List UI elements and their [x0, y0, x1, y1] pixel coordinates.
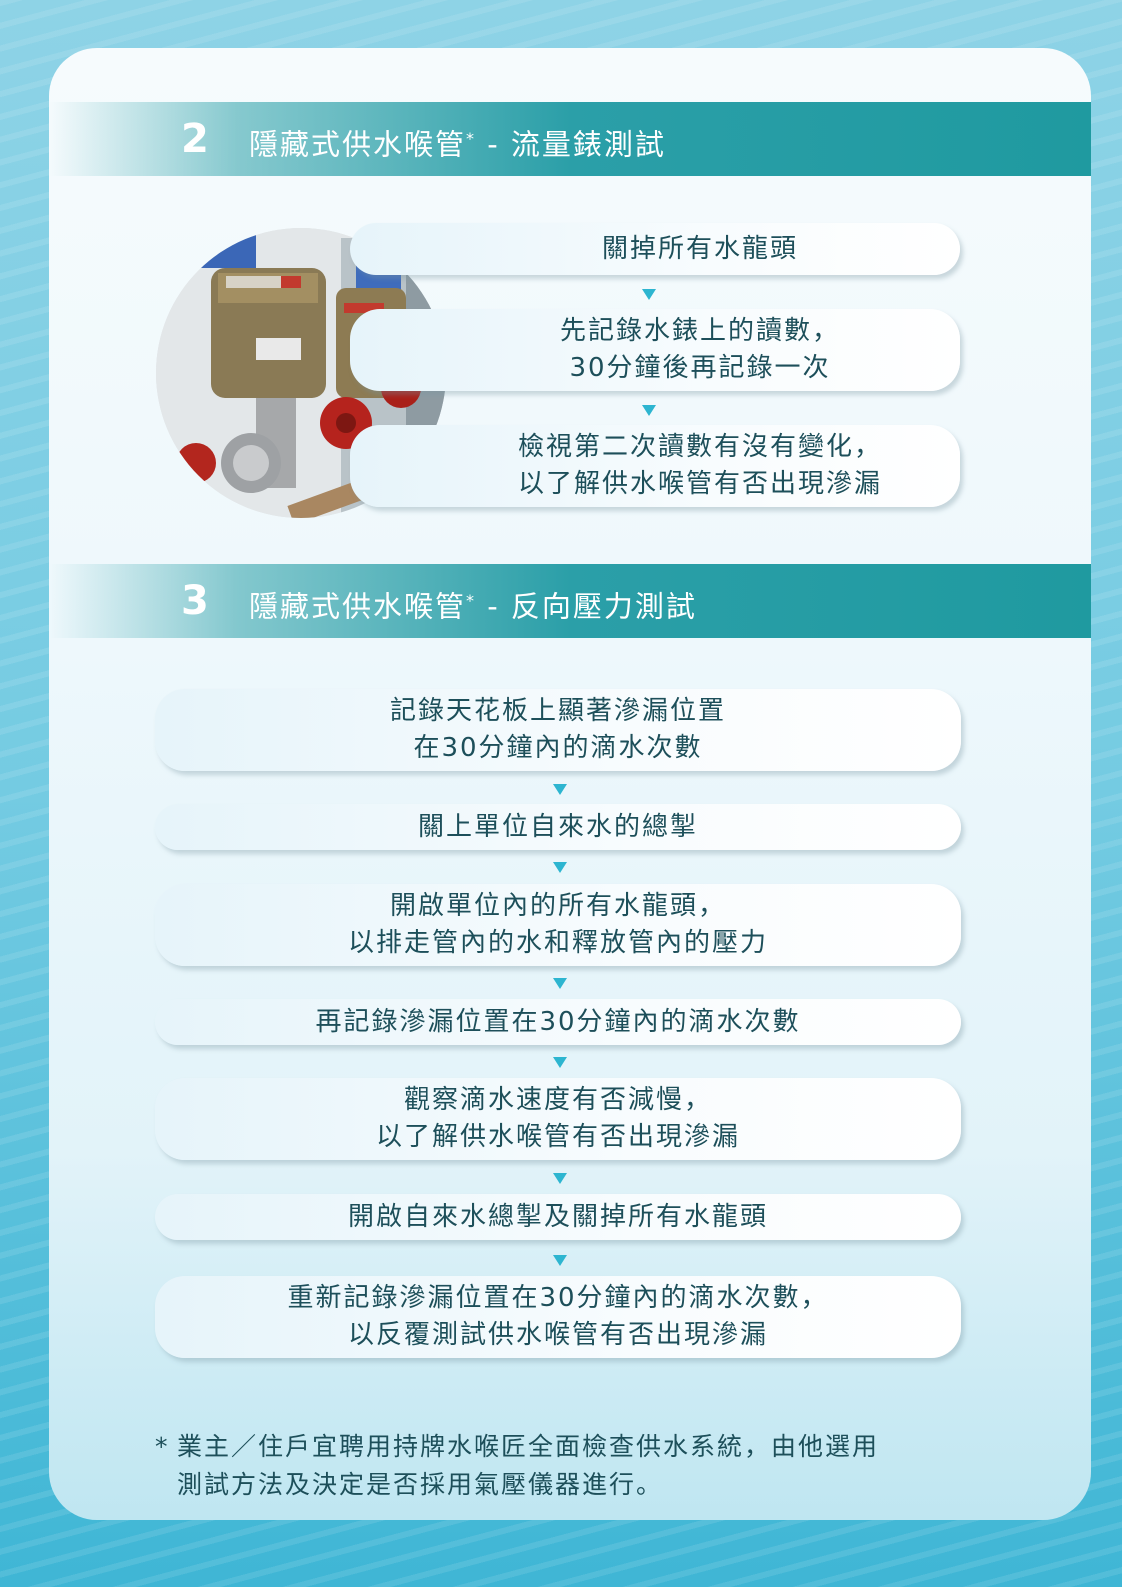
s2-step-1-line-1: 關掉所有水龍頭 [601, 233, 798, 264]
s3-step-6: 開啟自來水總掣及關掉所有水龍頭 [155, 1194, 961, 1240]
s3-step-1-line-1: 記錄天花板上顯著滲漏位置 [389, 696, 726, 726]
s2-step-3: 檢視第二次讀數有沒有變化， 以了解供水喉管有否出現滲漏 [350, 425, 960, 507]
s2-step-3-line-1: 檢視第二次讀數有沒有變化， [517, 432, 882, 462]
s2-step-1: 關掉所有水龍頭 [350, 223, 960, 275]
down-arrow-icon [553, 978, 567, 989]
s3-step-1: 記錄天花板上顯著滲漏位置 在30分鐘內的滴水次數 [155, 689, 961, 771]
section-3-subtitle: - 反向壓力測試 [476, 589, 697, 624]
s2-step-3-line-2: 以了解供水喉管有否出現滲漏 [517, 469, 882, 499]
section-2-title-text: 隱藏式供水喉管 [249, 127, 467, 162]
s3-step-4-line-1: 再記錄滲漏位置在30分鐘內的滴水次數 [315, 1006, 801, 1037]
section-2-number: 2 [181, 116, 209, 162]
down-arrow-icon [642, 405, 656, 416]
down-arrow-icon [553, 862, 567, 873]
down-arrow-icon [553, 1173, 567, 1184]
s2-step-2-line-1: 先記錄水錶上的讀數， [559, 316, 840, 346]
section-3-asterisk: * [466, 591, 477, 610]
footnote-line-1: 業主／住戶宜聘用持牌水喉匠全面檢查供水系統，由他選用 [177, 1432, 880, 1461]
s3-step-2: 關上單位自來水的總掣 [155, 804, 961, 850]
s3-step-5-line-1: 觀察滴水速度有否減慢， [403, 1085, 712, 1115]
s3-step-5-line-2: 以了解供水喉管有否出現滲漏 [375, 1122, 740, 1152]
section-3-title-text: 隱藏式供水喉管 [249, 589, 467, 624]
section-2-title: 隱藏式供水喉管* - 流量錶測試 [249, 102, 666, 176]
footnote-asterisk: * [155, 1432, 170, 1461]
down-arrow-icon [553, 1057, 567, 1068]
s3-step-7-line-1: 重新記錄滲漏位置在30分鐘內的滴水次數， [287, 1283, 829, 1313]
section-3-number: 3 [181, 578, 209, 624]
footnote-line-2: 測試方法及決定是否採用氣壓儀器進行。 [177, 1470, 664, 1499]
s3-step-3: 開啟單位內的所有水龍頭， 以排走管內的水和釋放管內的壓力 [155, 884, 961, 966]
s2-step-2: 先記錄水錶上的讀數， 30分鐘後再記錄一次 [350, 309, 960, 391]
section-3-header: 3 隱藏式供水喉管* - 反向壓力測試 [49, 564, 1091, 638]
section-3-title: 隱藏式供水喉管* - 反向壓力測試 [249, 564, 697, 638]
section-2-subtitle: - 流量錶測試 [476, 127, 666, 162]
s3-step-7-line-2: 以反覆測試供水喉管有否出現滲漏 [347, 1320, 768, 1350]
s2-step-2-line-2: 30分鐘後再記錄一次 [569, 353, 831, 383]
s3-step-2-line-1: 關上單位自來水的總掣 [417, 811, 698, 842]
s3-step-5: 觀察滴水速度有否減慢， 以了解供水喉管有否出現滲漏 [155, 1078, 961, 1160]
footnote: * 業主／住戶宜聘用持牌水喉匠全面檢查供水系統，由他選用 測試方法及決定是否採用… [155, 1428, 995, 1504]
down-arrow-icon [553, 784, 567, 795]
section-2-header: 2 隱藏式供水喉管* - 流量錶測試 [49, 102, 1091, 176]
down-arrow-icon [642, 289, 656, 300]
s3-step-3-line-1: 開啟單位內的所有水龍頭， [389, 891, 726, 921]
section-2-asterisk: * [466, 129, 477, 148]
s3-step-1-line-2: 在30分鐘內的滴水次數 [413, 733, 703, 763]
down-arrow-icon [553, 1255, 567, 1266]
s3-step-6-line-1: 開啟自來水總掣及關掉所有水龍頭 [347, 1201, 768, 1232]
s3-step-4: 再記錄滲漏位置在30分鐘內的滴水次數 [155, 999, 961, 1045]
s3-step-3-line-2: 以排走管內的水和釋放管內的壓力 [347, 928, 768, 958]
s3-step-7: 重新記錄滲漏位置在30分鐘內的滴水次數， 以反覆測試供水喉管有否出現滲漏 [155, 1276, 961, 1358]
